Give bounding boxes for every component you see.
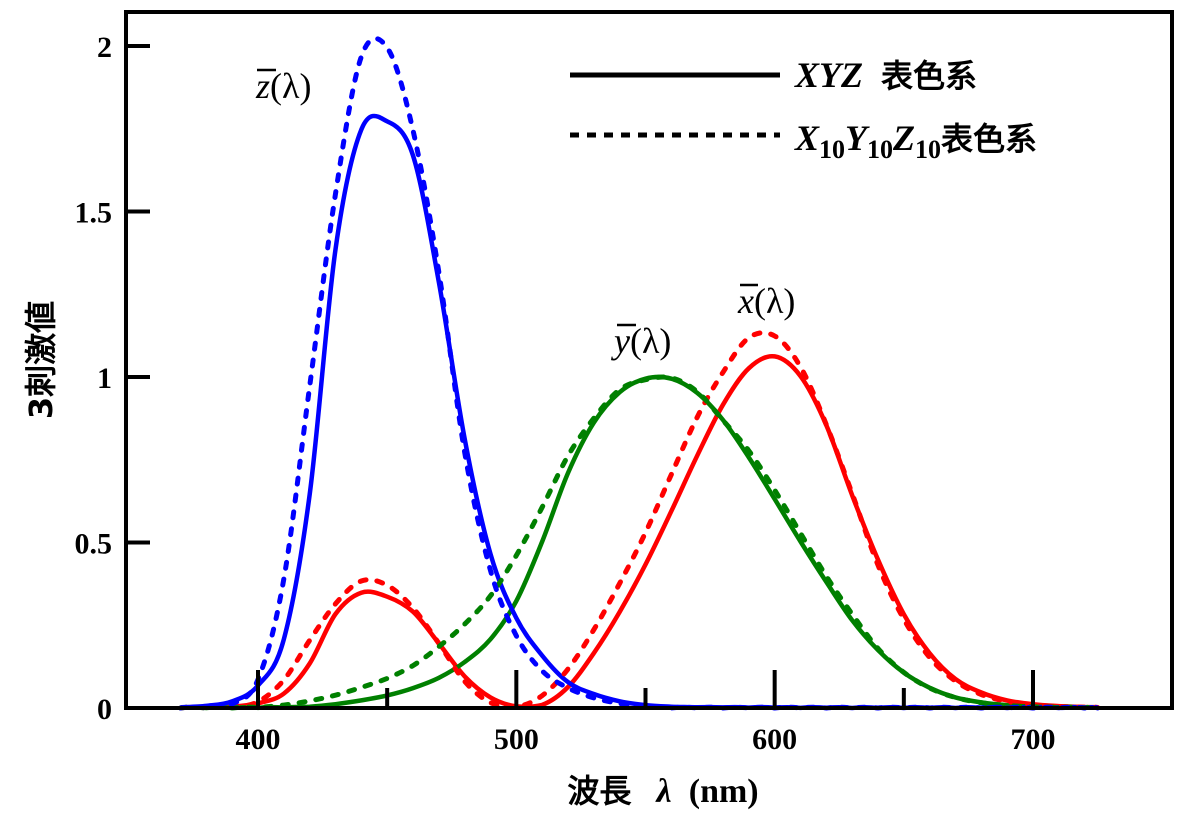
legend-label-xyz-cjk: 表色系 bbox=[881, 57, 977, 95]
y-tick-label: 0 bbox=[97, 693, 112, 726]
legend-label-z: Z bbox=[892, 118, 915, 158]
curve-ybar-10deg bbox=[178, 374, 1101, 711]
x-axis-title-unit: (nm) bbox=[689, 773, 759, 810]
legend-entry-x10y10z10: X10Y10Z10表色系 bbox=[570, 118, 1037, 164]
y-tick-labels: 0 0.5 1 1.5 2 bbox=[75, 31, 113, 726]
x-tick-label: 600 bbox=[752, 723, 797, 756]
curve-label-y-arg: (λ) bbox=[630, 321, 671, 361]
svg-text:z(λ): z(λ) bbox=[255, 66, 311, 106]
legend-label-x-sub: 10 bbox=[819, 135, 845, 164]
y-tick-label: 2 bbox=[97, 31, 112, 64]
ticks-layer bbox=[126, 44, 1035, 708]
x-tick-label: 400 bbox=[236, 723, 281, 756]
legend-label-x10y10z10-cjk: 表色系 bbox=[941, 120, 1037, 158]
legend: XYZ 表色系 X10Y10Z10表色系 bbox=[570, 55, 1037, 164]
x-axis-title-cjk: 波長 bbox=[567, 772, 632, 810]
legend-label-y-sub: 10 bbox=[867, 135, 893, 164]
x-tick-label: 500 bbox=[494, 723, 539, 756]
curve-label-x-arg: (λ) bbox=[754, 281, 795, 321]
legend-label-x: X bbox=[794, 118, 820, 158]
curve-label-y-letter: y bbox=[611, 321, 630, 361]
curve-label-z-arg: (λ) bbox=[270, 66, 311, 106]
legend-entry-xyz: XYZ 表色系 bbox=[570, 55, 977, 95]
x-axis-title: 波長 λ (nm) bbox=[567, 772, 758, 810]
legend-label-xyz: XYZ bbox=[794, 55, 863, 95]
curve-label-x-letter: x bbox=[737, 281, 754, 321]
x-axis-title-symbol: λ bbox=[655, 773, 672, 810]
svg-text:X10Y10Z10表色系: X10Y10Z10表色系 bbox=[794, 118, 1037, 164]
y-tick-label: 1 bbox=[97, 362, 112, 395]
curve-zbar-2deg bbox=[180, 113, 1099, 711]
curve-label-y: y(λ) bbox=[611, 321, 671, 361]
x-tick-labels: 400 500 600 700 bbox=[236, 723, 1056, 756]
plot-frame bbox=[124, 10, 1174, 710]
curve-label-x: x(λ) bbox=[737, 281, 795, 321]
y-tick-label: 0.5 bbox=[75, 528, 113, 561]
y-axis-title: 3刺激値 bbox=[22, 301, 60, 419]
curves-layer bbox=[178, 36, 1101, 711]
svg-text:x(λ): x(λ) bbox=[737, 281, 795, 321]
curve-label-z: z(λ) bbox=[255, 66, 311, 106]
curve-xbar-10deg bbox=[178, 330, 1101, 711]
curve-label-z-letter: z bbox=[255, 66, 270, 106]
x-tick-label: 700 bbox=[1011, 723, 1056, 756]
svg-text:y(λ): y(λ) bbox=[611, 321, 671, 361]
legend-label-y: Y bbox=[845, 118, 870, 158]
y-tick-label: 1.5 bbox=[75, 197, 113, 230]
legend-label-z-sub: 10 bbox=[915, 135, 941, 164]
